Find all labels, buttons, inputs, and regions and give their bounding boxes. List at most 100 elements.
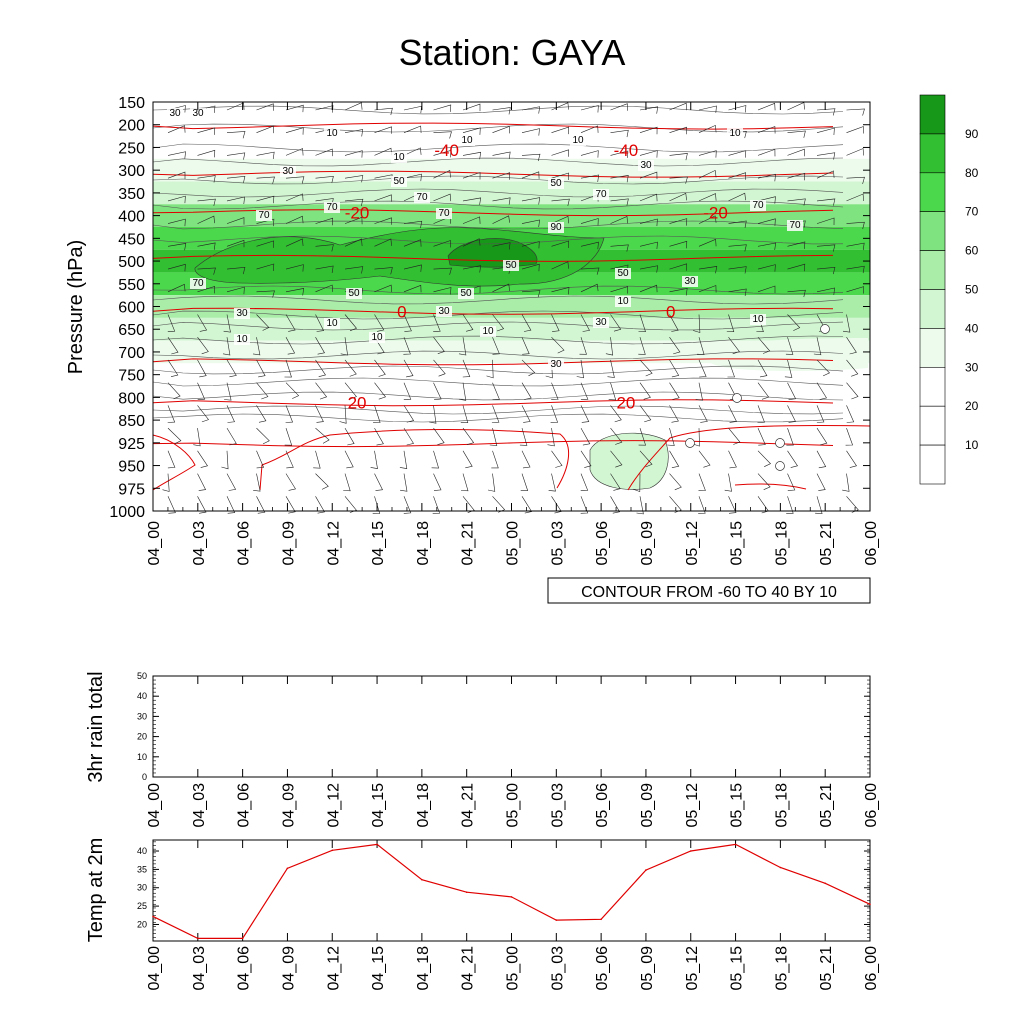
wind-barb (344, 175, 364, 183)
wind-barb (374, 382, 386, 400)
wind-barb (846, 126, 864, 134)
time-tick-label: 04_09 (280, 946, 297, 991)
wind-barb (167, 337, 179, 355)
value-tick-label: 30 (137, 883, 147, 893)
wind-barb (226, 496, 236, 514)
colorbar-swatch (919, 133, 946, 174)
humidity-contour-label: 90 (550, 222, 562, 233)
pressure-axis-title: Pressure (hPa) (65, 240, 87, 375)
wind-barb (315, 265, 334, 273)
wind-barb (786, 496, 794, 514)
wind-barb (633, 473, 641, 493)
humidity-band (153, 386, 870, 409)
wind-barb (610, 286, 629, 294)
wind-barb (285, 238, 304, 247)
wind-barb (370, 450, 378, 469)
humidity-contour-label: 50 (550, 178, 562, 189)
colorbar-swatch (919, 328, 946, 368)
wind-barb (285, 496, 296, 514)
pressure-tick-label: 500 (118, 254, 145, 271)
wind-barb (813, 337, 822, 356)
humidity-contour-label-bg (190, 278, 206, 289)
wind-barb (226, 473, 237, 491)
wind-barb (757, 102, 776, 111)
wind-barb (757, 264, 776, 272)
wind-barb (462, 172, 481, 180)
wind-barb (580, 450, 592, 468)
wind-barb (698, 285, 717, 293)
wind-barb (285, 148, 304, 156)
colorbar-swatch (919, 366, 946, 407)
wind-barb (727, 359, 735, 378)
wind-barb (224, 382, 232, 401)
wind-barb (639, 150, 658, 158)
colorbar-swatch (919, 172, 946, 213)
humidity-contour-label: 10 (371, 332, 383, 343)
time-tick-label: 04_15 (370, 521, 387, 566)
humidity-contour-label-bg (480, 326, 496, 337)
wind-barb (698, 473, 706, 491)
wind-barb (846, 359, 859, 377)
wind-barb (197, 359, 207, 378)
wind-barb (757, 173, 776, 182)
wind-barb (845, 427, 854, 446)
pressure-tick-label: 450 (118, 231, 145, 248)
wind-barb (487, 473, 496, 492)
humidity-contour-line (152, 391, 844, 401)
wind-barb (842, 473, 850, 492)
wind-barb (344, 102, 363, 111)
wind-barb (816, 266, 836, 275)
wind-barb (372, 496, 381, 514)
wind-barb (638, 314, 646, 333)
rain-frame (152, 675, 871, 778)
wind-barb (551, 261, 569, 270)
wind-barb (728, 496, 737, 514)
wind-barb (433, 170, 451, 179)
colorbar-label: 10 (965, 438, 979, 452)
wind-barb (197, 450, 208, 468)
humidity-band (153, 476, 870, 500)
wind-barb (785, 337, 794, 355)
wind-barb (433, 131, 452, 139)
wind-barb (521, 171, 540, 179)
wind-barb (315, 427, 330, 444)
wind-barb (551, 450, 563, 468)
wind-barb (728, 266, 747, 274)
cross-section-time-axis: 04_00 04_03 04_06 04_09 04_12 04_15 04_18 04_21… (146, 102, 880, 566)
wind-barb (550, 405, 559, 423)
wind-barb (460, 473, 469, 492)
wind-barb (167, 151, 186, 159)
wind-barb (462, 359, 471, 378)
wind-barb (197, 215, 215, 224)
wind-barb (610, 496, 621, 514)
wind-barb (580, 382, 589, 400)
cross-section-panel: 30 30 10 10 10 10 10 30 30 50 50 70 70 70 70 70 90 70 70 70… (65, 95, 880, 604)
wind-barb (639, 405, 652, 423)
time-tick-label: 05_15 (729, 783, 746, 828)
wind-barb (374, 238, 392, 247)
wind-barb (669, 359, 680, 378)
calm-wind-circle (732, 393, 742, 403)
humidity-contour-label-bg (593, 317, 609, 328)
humidity-contour-label: 30 (684, 276, 696, 287)
wind-barb (374, 194, 392, 202)
wind-barb (580, 174, 600, 182)
wind-barb (197, 382, 206, 400)
wind-barb (315, 105, 334, 113)
wind-barb (580, 105, 599, 113)
pressure-tick-label: 250 (118, 140, 145, 157)
wind-barb (343, 473, 351, 492)
wind-barb (698, 169, 717, 179)
wind-barb (698, 124, 717, 133)
wind-barb (610, 150, 629, 158)
wind-barb (492, 314, 505, 332)
wind-barb (344, 359, 357, 377)
colorbar-label: 90 (965, 127, 979, 141)
time-tick-label: 04_18 (415, 946, 432, 991)
wind-barb (816, 170, 835, 179)
humidity-contour-label: 30 (595, 317, 607, 328)
wind-barb (669, 153, 688, 161)
wind-barb (521, 337, 530, 355)
wind-barb (285, 405, 294, 423)
pressure-tick-label: 950 (118, 459, 145, 476)
